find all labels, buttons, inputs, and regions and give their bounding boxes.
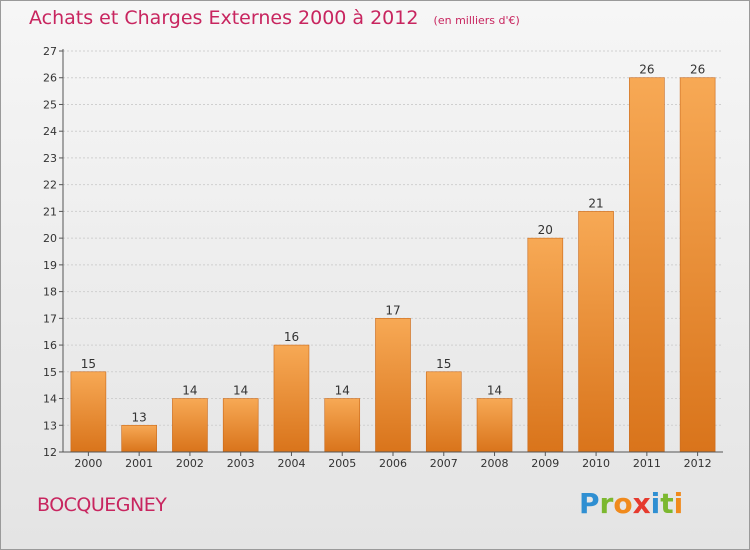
bar-value-label: 16 [284, 330, 299, 344]
y-tick-label: 12 [43, 446, 57, 459]
y-tick-label: 14 [43, 393, 57, 406]
y-tick-label: 16 [43, 339, 57, 352]
x-tick-label: 2005 [328, 457, 356, 470]
x-tick-label: 2003 [227, 457, 255, 470]
y-tick-label: 26 [43, 72, 57, 85]
x-tick-label: 2009 [531, 457, 559, 470]
y-tick-label: 18 [43, 286, 57, 299]
bar [324, 398, 361, 453]
y-tick-label: 15 [43, 366, 57, 379]
y-tick-label: 24 [43, 125, 57, 138]
logo-letter: o [613, 487, 633, 520]
bar-value-label: 17 [385, 303, 400, 317]
proxiti-logo[interactable]: Proxiti [579, 487, 683, 520]
x-tick-label: 2002 [176, 457, 204, 470]
bar [425, 371, 462, 453]
logo-letter: i [673, 487, 684, 520]
bar [476, 398, 513, 453]
logo-letter: r [599, 487, 614, 520]
logo-letter: x [632, 487, 651, 520]
bar-value-label: 20 [538, 223, 553, 237]
logo-letter: i [650, 487, 661, 520]
bar-value-label: 14 [182, 384, 197, 398]
y-tick-label: 25 [43, 98, 57, 111]
bar [629, 77, 665, 453]
bar-value-label: 14 [487, 384, 502, 398]
chart-unit: (en milliers d'€) [433, 14, 520, 27]
x-tick-label: 2012 [684, 457, 712, 470]
logo-letter: t [660, 487, 674, 520]
y-tick-label: 19 [43, 259, 57, 272]
y-tick-label: 17 [43, 312, 57, 325]
x-tick-label: 2004 [277, 457, 305, 470]
x-axis-ticks: 2000 2001 2002 2003 2004 2005 2006 2007 2008 2009… [74, 452, 712, 470]
data-labels: 15 13 14 14 16 14 17 15 14 20 21 26 26 [81, 63, 706, 425]
bar-value-label: 21 [588, 196, 603, 210]
x-tick-label: 2000 [74, 457, 102, 470]
y-tick-label: 13 [43, 419, 57, 432]
x-tick-label: 2007 [430, 457, 458, 470]
bar-value-label: 26 [639, 63, 654, 77]
chart-title-row: Achats et Charges Externes 2000 à 2012 (… [29, 7, 520, 29]
y-tick-label: 20 [43, 232, 57, 245]
bar-value-label: 15 [436, 357, 451, 371]
bar [527, 237, 564, 453]
y-tick-label: 23 [43, 152, 57, 165]
bar [578, 211, 614, 453]
y-axis-ticks: 12 13 14 15 16 17 18 19 20 21 22 23 24 25 26 27 [43, 45, 63, 459]
x-tick-label: 2001 [125, 457, 153, 470]
bar [222, 398, 259, 453]
logo-letter: P [579, 487, 600, 520]
x-tick-label: 2010 [582, 457, 610, 470]
commune-name: BOCQUEGNEY [37, 494, 167, 516]
axes [62, 49, 723, 453]
bar-value-label: 13 [132, 410, 147, 424]
chart-title: Achats et Charges Externes 2000 à 2012 [29, 7, 419, 29]
x-tick-label: 2006 [379, 457, 407, 470]
bars [70, 77, 716, 453]
bar-value-label: 26 [690, 63, 705, 77]
bar [375, 318, 411, 453]
y-tick-label: 27 [43, 45, 57, 58]
bar [70, 371, 107, 453]
bar [679, 77, 716, 453]
bar [273, 344, 310, 453]
y-tick-label: 21 [43, 205, 57, 218]
y-tick-label: 22 [43, 179, 57, 192]
bar [121, 424, 157, 453]
bar-value-label: 14 [335, 384, 350, 398]
bar [172, 398, 208, 453]
bar-value-label: 15 [81, 357, 96, 371]
bar-value-label: 14 [233, 384, 248, 398]
x-tick-label: 2008 [481, 457, 509, 470]
x-tick-label: 2011 [633, 457, 661, 470]
